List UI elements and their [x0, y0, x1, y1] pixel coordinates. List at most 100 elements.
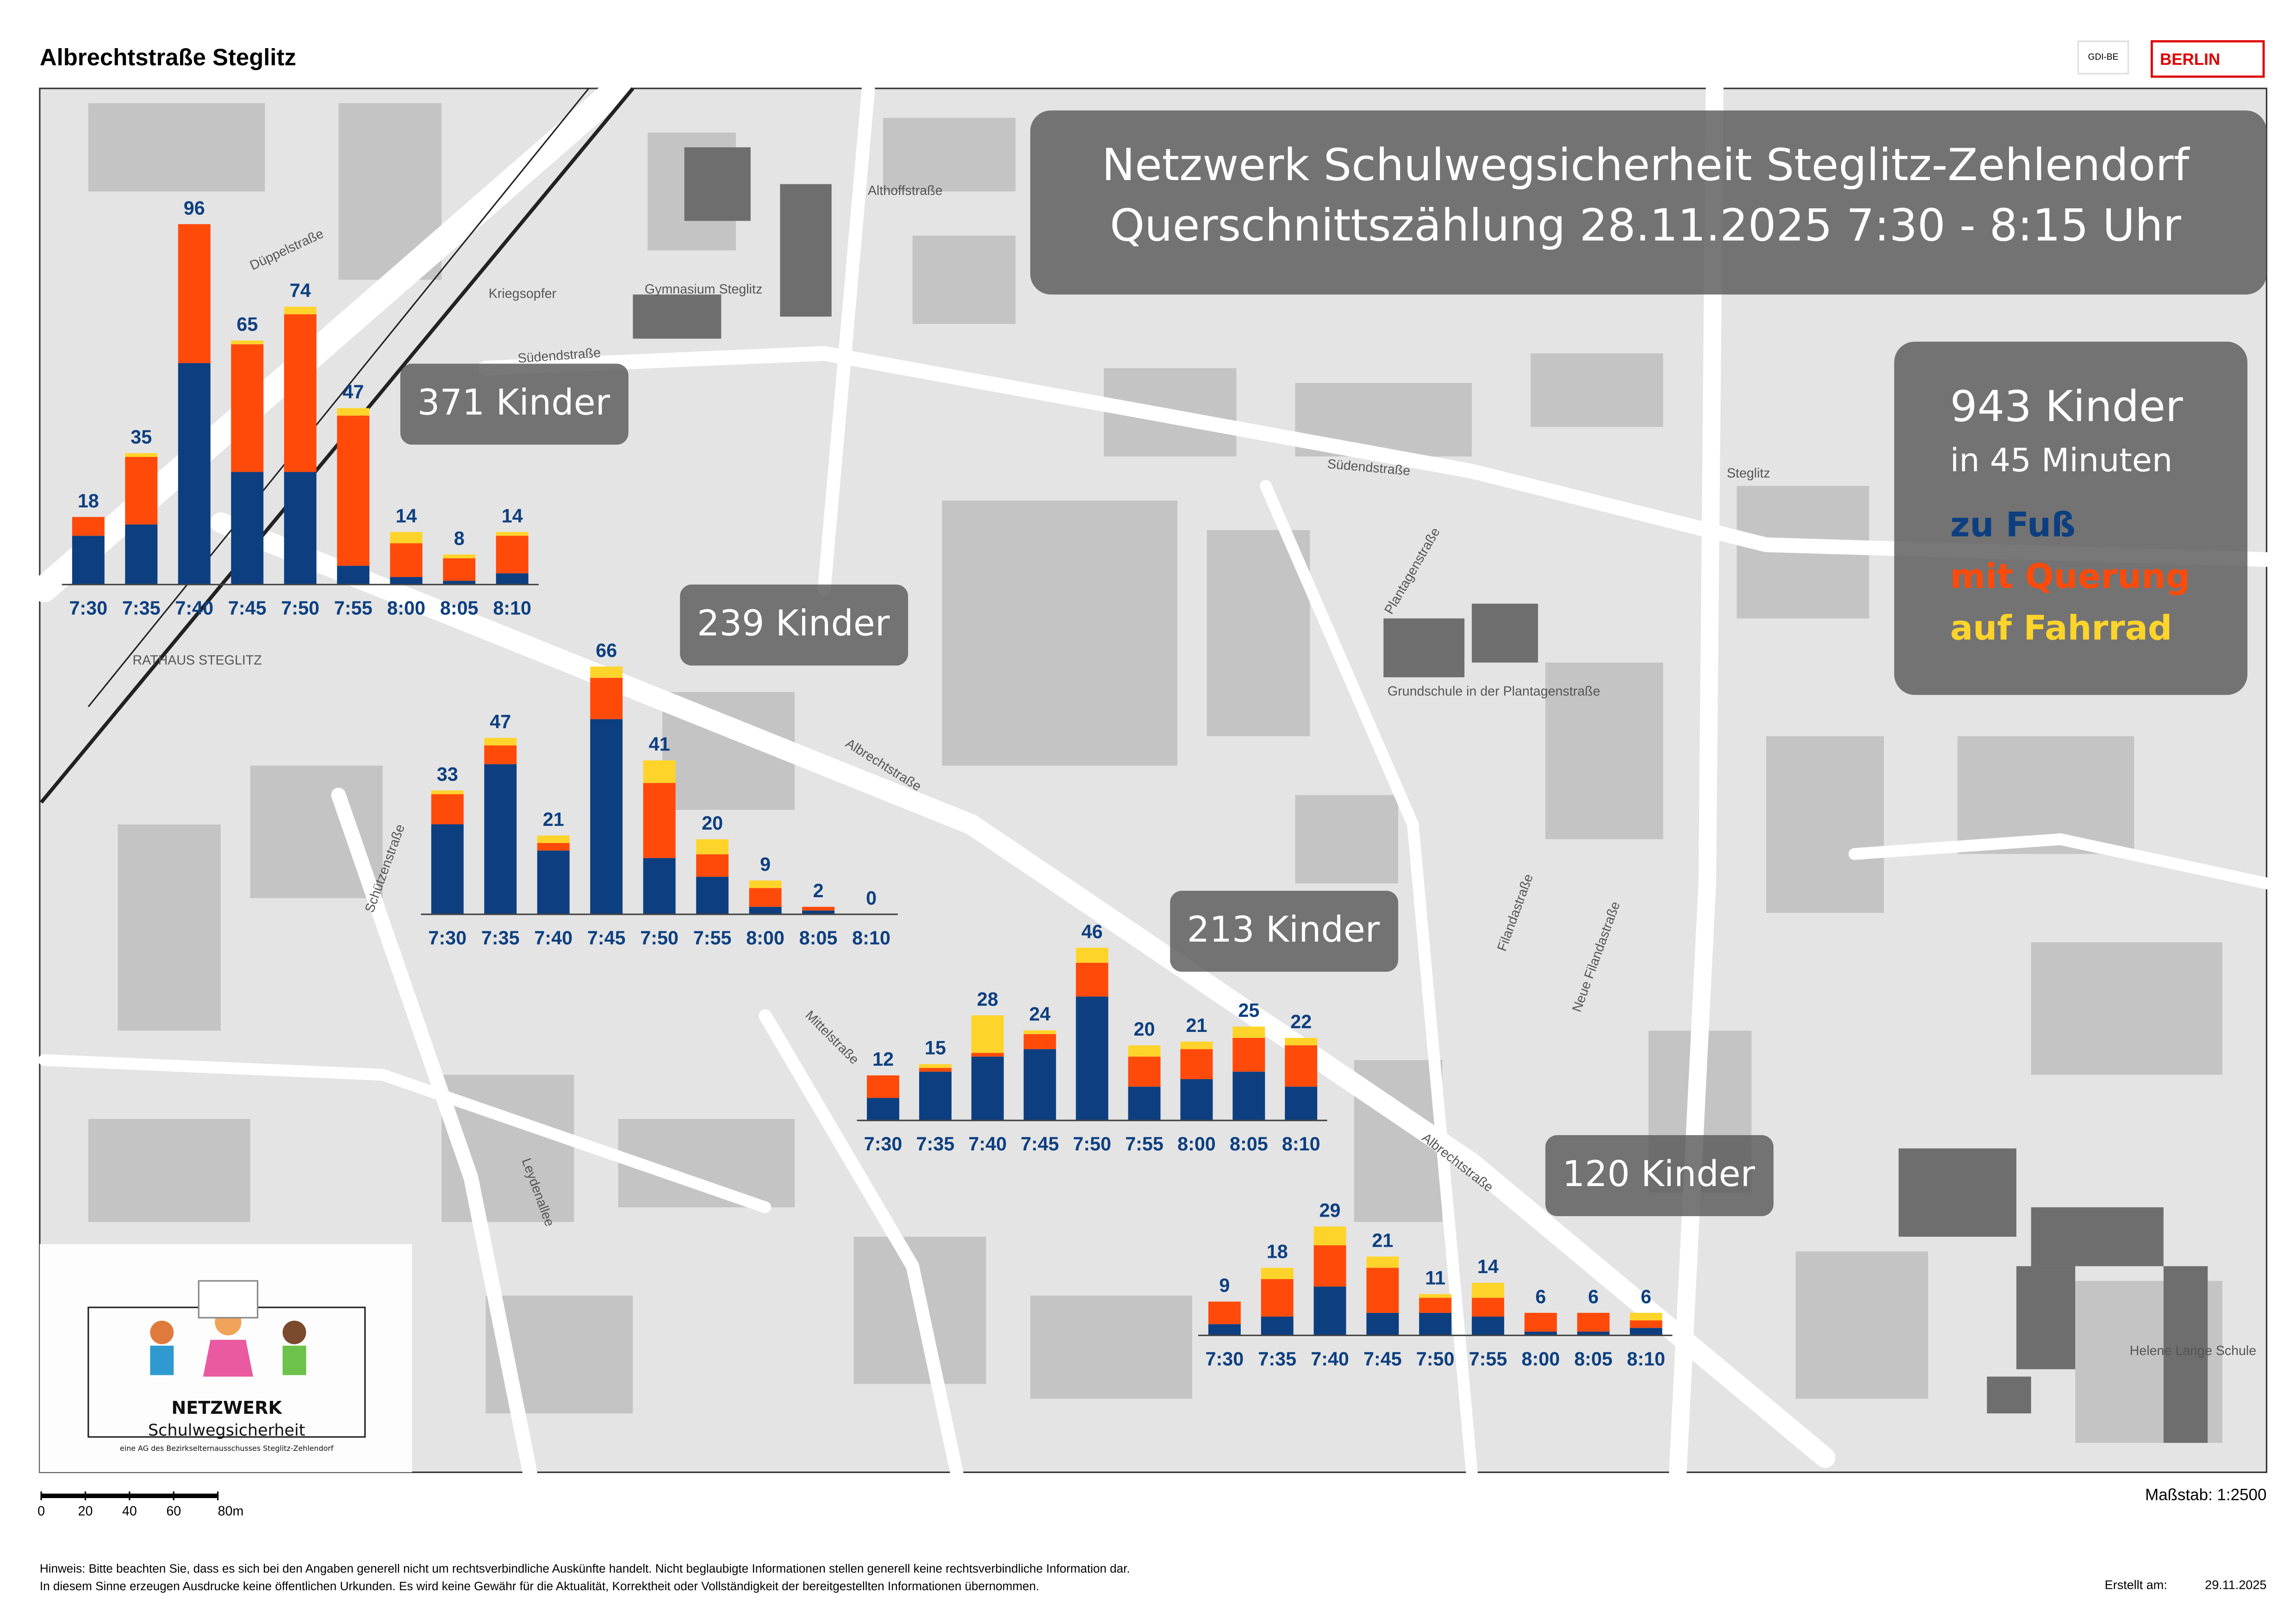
total-label: 9	[760, 854, 771, 875]
bar-segment	[1180, 1049, 1213, 1080]
x-tick-label: 7:40	[1311, 1349, 1349, 1370]
bar-segment	[125, 456, 158, 525]
total-label: 66	[596, 640, 617, 661]
bar-segment	[1366, 1256, 1399, 1268]
legend-entry: zu Fuß	[1950, 506, 2076, 545]
x-tick-label: 7:40	[969, 1133, 1007, 1155]
sheet-title: Albrechtstraße Steglitz	[40, 44, 296, 70]
x-tick-label: 7:45	[1020, 1133, 1059, 1155]
bar-segment	[1232, 1071, 1265, 1121]
bar-segment	[231, 344, 264, 472]
scale-tick-label: 20	[78, 1504, 93, 1519]
x-tick-label: 7:55	[1469, 1349, 1507, 1370]
total-label: 65	[236, 314, 258, 335]
bar-segment	[1232, 1026, 1265, 1038]
total-label: 47	[490, 711, 511, 732]
bar-segment	[443, 558, 476, 581]
bar-segment	[496, 532, 529, 536]
bar-segment	[696, 876, 729, 915]
bar-segment	[284, 472, 317, 585]
x-tick-label: 7:35	[481, 927, 520, 949]
bar-segment	[1076, 948, 1108, 963]
bar-segment	[643, 858, 676, 915]
bar-segment	[1419, 1294, 1452, 1298]
berlin-logo-text: BERLIN	[2160, 50, 2220, 69]
bar-segment	[1076, 962, 1108, 997]
count-box	[400, 363, 628, 445]
total-label: 15	[925, 1037, 946, 1059]
count-label: 371 Kinder	[417, 382, 610, 423]
x-tick-label: 8:10	[1282, 1133, 1320, 1155]
count-label: 239 Kinder	[697, 603, 890, 644]
x-tick-label: 7:50	[1416, 1349, 1455, 1370]
bar-segment	[1630, 1320, 1662, 1328]
bar-segment	[919, 1068, 952, 1072]
total-label: 29	[1319, 1199, 1341, 1221]
bar-segment	[537, 843, 570, 851]
x-tick-label: 8:05	[1230, 1133, 1268, 1155]
bar-segment	[496, 573, 529, 585]
bar-segment	[919, 1071, 952, 1121]
x-tick-label: 7:45	[1363, 1349, 1402, 1370]
bar-segment	[231, 472, 264, 585]
bar-segment	[971, 1056, 1004, 1121]
bar-segment	[1208, 1324, 1241, 1336]
total-label: 18	[1267, 1241, 1288, 1262]
logo-sub: Schulwegsicherheit	[148, 1421, 305, 1440]
bar-segment	[1313, 1226, 1346, 1245]
bar-segment	[1261, 1279, 1294, 1317]
total-label: 24	[1029, 1004, 1051, 1025]
created-label: Erstellt am:	[2105, 1578, 2167, 1592]
bar-segment	[1366, 1312, 1399, 1336]
total-label: 14	[396, 505, 417, 526]
map-frame	[39, 87, 2267, 1473]
bar-segment	[1023, 1034, 1056, 1049]
bar-segment	[1023, 1030, 1056, 1034]
bar-segment	[284, 306, 317, 314]
summary-box	[1894, 341, 2248, 695]
map-label: Steglitz	[1727, 466, 1770, 481]
bar-segment	[1472, 1283, 1505, 1298]
scale-tick-label: 0	[37, 1504, 45, 1519]
bar-segment	[1313, 1287, 1346, 1336]
bar-segment	[390, 543, 423, 577]
x-tick-label: 8:05	[799, 927, 838, 949]
total-label: 33	[437, 764, 458, 785]
total-label: 28	[977, 988, 998, 1010]
x-tick-label: 7:40	[534, 927, 572, 949]
bar-segment	[867, 1098, 900, 1121]
bar-segment	[1128, 1045, 1161, 1057]
total-label: 41	[649, 734, 670, 755]
scale-tick-label: 60	[166, 1504, 181, 1519]
count-label: 120 Kinder	[1562, 1153, 1755, 1194]
bar-segment	[1313, 1245, 1346, 1287]
bar-segment	[431, 824, 464, 915]
total-label: 74	[290, 280, 311, 301]
total-label: 20	[1134, 1018, 1155, 1040]
headline-box	[1030, 110, 2267, 295]
total-label: 11	[1425, 1267, 1445, 1288]
stacked-bar-chart: 12 7:30 15 7:35 28 7:40 24 7:45 46 7:50 20 7:55 21 8:…	[857, 891, 1399, 1155]
bar-segment	[1180, 1041, 1213, 1049]
gdi-logo-text: GDI-BE	[2088, 52, 2119, 62]
bar-segment	[1285, 1037, 1318, 1046]
bar-segment	[971, 1015, 1004, 1053]
scale-bar: 0 20 40 60 80m	[37, 1491, 243, 1519]
total-label: 0	[866, 887, 877, 909]
total-label: 22	[1290, 1011, 1312, 1032]
bar-segment	[337, 408, 370, 416]
x-tick-label: 8:10	[493, 598, 531, 619]
total-label: 25	[1238, 1000, 1259, 1021]
bar-segment	[696, 839, 729, 855]
map-label: Grundschule in der Plantagenstraße	[1388, 684, 1600, 699]
map-label: Helene Lange Schule	[2130, 1343, 2257, 1358]
total-label: 2	[813, 880, 824, 901]
school-buildings	[633, 147, 2208, 1443]
bar-segment	[443, 581, 476, 585]
x-tick-label: 7:55	[1125, 1133, 1164, 1155]
bar-segment	[919, 1064, 952, 1068]
x-tick-label: 7:50	[1073, 1133, 1111, 1155]
total-label: 20	[702, 812, 723, 834]
map-label: Kriegsopfer	[489, 287, 557, 301]
